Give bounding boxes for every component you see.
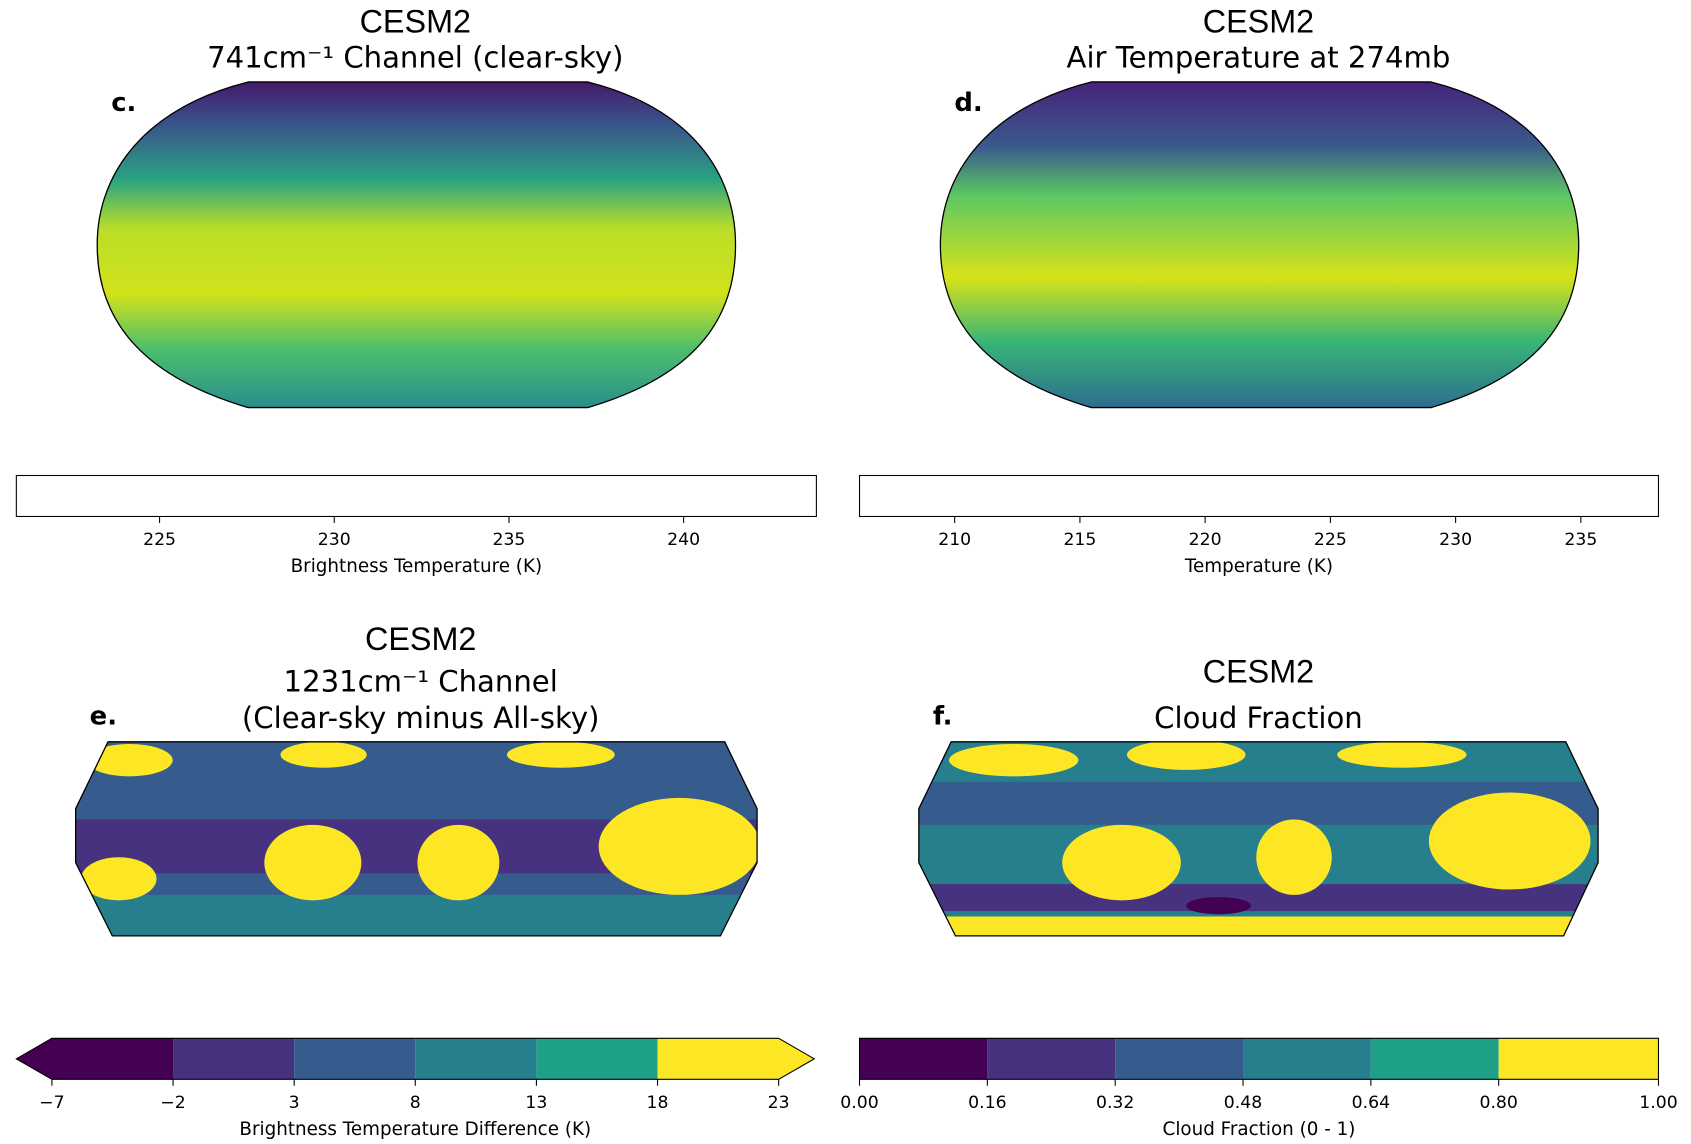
tick-label: 230 xyxy=(1439,530,1472,550)
colorbar-label: Brightness Temperature Difference (K) xyxy=(239,1119,591,1140)
colorbar xyxy=(15,474,817,518)
tick-label: 13 xyxy=(525,1093,547,1113)
tick-label: 0.00 xyxy=(840,1093,878,1113)
panel-label: e. xyxy=(90,702,117,732)
colorbar-label: Brightness Temperature (K) xyxy=(291,556,542,577)
color-level xyxy=(1115,1038,1244,1080)
tick-label: 3 xyxy=(289,1093,300,1113)
color-level xyxy=(294,1038,416,1080)
tick-label: 1.00 xyxy=(1639,1093,1677,1113)
colorbar xyxy=(858,474,1660,518)
tick-label: 0.80 xyxy=(1479,1093,1517,1113)
color-level xyxy=(16,1038,174,1080)
tick-label: 230 xyxy=(318,530,351,550)
panel-title: CESM2 xyxy=(1203,653,1314,689)
color-level xyxy=(987,1038,1116,1080)
color-level xyxy=(415,1038,537,1080)
panel-title: CESM2 xyxy=(365,621,476,657)
panel-title: CESM2 xyxy=(1203,3,1314,39)
colorbar-label: Temperature (K) xyxy=(1184,556,1333,577)
tick-label: 0.32 xyxy=(1096,1093,1134,1113)
color-level xyxy=(1243,1038,1371,1080)
panel-subtitle: Air Temperature at 274mb xyxy=(1067,40,1451,74)
colorbar-outline xyxy=(15,1037,816,1080)
color-level xyxy=(1370,1038,1499,1080)
panel-subtitle: Cloud Fraction xyxy=(1154,701,1363,735)
panel-label: d. xyxy=(954,88,982,118)
panel-subtitle: 741cm⁻¹ Channel (clear-sky) xyxy=(207,40,623,74)
tick-label: 225 xyxy=(143,530,176,550)
panel-label: c. xyxy=(111,88,136,118)
tick-label: 23 xyxy=(768,1093,790,1113)
tick-label: 0.48 xyxy=(1224,1093,1262,1113)
tick-label: 215 xyxy=(1063,530,1096,550)
tick-label: 220 xyxy=(1189,530,1222,550)
tick-label: 18 xyxy=(647,1093,669,1113)
tick-label: 210 xyxy=(938,530,971,550)
panel-title: CESM2 xyxy=(360,3,471,39)
color-level xyxy=(536,1038,658,1080)
map xyxy=(74,81,1599,937)
tick-label: 235 xyxy=(1564,530,1597,550)
tick-label: 0.16 xyxy=(968,1093,1006,1113)
color-level xyxy=(859,1038,988,1080)
panel-label: f. xyxy=(933,702,953,732)
tick-label: 225 xyxy=(1314,530,1347,550)
colorbar-outline xyxy=(858,1037,1660,1080)
tick-label: −7 xyxy=(39,1093,64,1113)
tick-label: 0.64 xyxy=(1352,1093,1390,1113)
tick-label: 235 xyxy=(492,530,525,550)
panel-subtitle: 1231cm⁻¹ Channel xyxy=(284,665,558,699)
color-level xyxy=(173,1038,295,1080)
colorbar-label: Cloud Fraction (0 - 1) xyxy=(1163,1119,1356,1140)
tick-label: 240 xyxy=(667,530,700,550)
color-level xyxy=(657,1038,815,1080)
tick-label: −2 xyxy=(160,1093,185,1113)
panel-subtitle: (Clear-sky minus All-sky) xyxy=(242,701,600,735)
tick-label: 8 xyxy=(410,1093,421,1113)
color-level xyxy=(1498,1038,1659,1080)
